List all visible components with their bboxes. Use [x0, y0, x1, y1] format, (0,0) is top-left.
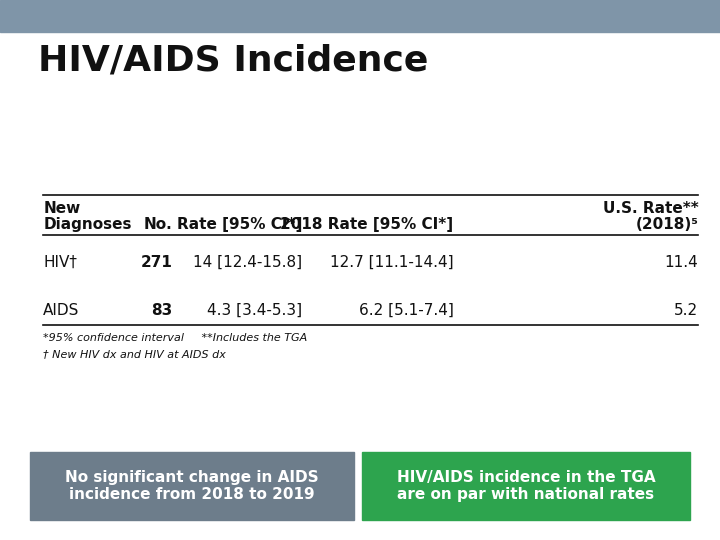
Text: 14 [12.4-15.8]: 14 [12.4-15.8]: [193, 255, 302, 270]
Text: 83: 83: [151, 303, 173, 318]
Text: 271: 271: [141, 255, 173, 270]
Bar: [30, 452, 354, 520]
Bar: [362, 452, 690, 520]
Text: 12.7 [11.1-14.4]: 12.7 [11.1-14.4]: [330, 255, 454, 270]
Text: (2018)⁵: (2018)⁵: [635, 217, 698, 232]
Text: 2018 Rate [95% CI*]: 2018 Rate [95% CI*]: [281, 217, 454, 232]
Text: † New HIV dx and HIV at AIDS dx: † New HIV dx and HIV at AIDS dx: [43, 349, 226, 359]
Text: AIDS: AIDS: [43, 303, 80, 318]
Text: U.S. Rate**: U.S. Rate**: [603, 201, 698, 216]
Text: Diagnoses: Diagnoses: [43, 217, 132, 232]
Text: *95% confidence interval     **Includes the TGA: *95% confidence interval **Includes the …: [43, 333, 307, 343]
Text: 11.4: 11.4: [665, 255, 698, 270]
Text: 6.2 [5.1-7.4]: 6.2 [5.1-7.4]: [359, 303, 454, 318]
Text: HIV/AIDS Incidence: HIV/AIDS Incidence: [38, 44, 428, 78]
Bar: [0, 0, 720, 32]
Text: New: New: [43, 201, 81, 216]
Text: 4.3 [3.4-5.3]: 4.3 [3.4-5.3]: [207, 303, 302, 318]
Text: No significant change in AIDS
incidence from 2018 to 2019: No significant change in AIDS incidence …: [66, 470, 319, 502]
Text: HIV/AIDS incidence in the TGA
are on par with national rates: HIV/AIDS incidence in the TGA are on par…: [397, 470, 655, 502]
Text: 5.2: 5.2: [674, 303, 698, 318]
Text: Rate [95% CI*]: Rate [95% CI*]: [177, 217, 302, 232]
Text: HIV†: HIV†: [43, 255, 77, 270]
Text: No.: No.: [144, 217, 173, 232]
